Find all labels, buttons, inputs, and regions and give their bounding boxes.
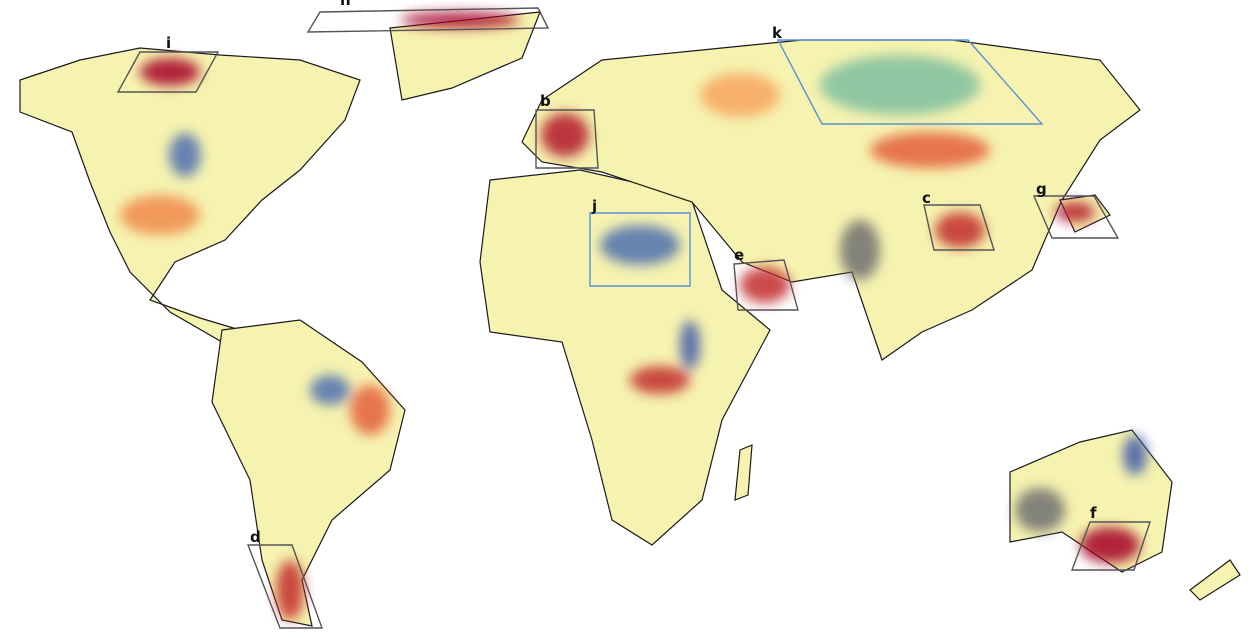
- patch: [600, 225, 680, 265]
- eurasia: [521, 39, 1141, 361]
- patch: [630, 366, 690, 394]
- patch: [700, 73, 780, 117]
- patch: [1080, 527, 1140, 563]
- region-label: c: [922, 189, 931, 207]
- north-america: [19, 47, 361, 343]
- region-label: k: [772, 24, 783, 42]
- patch: [740, 267, 790, 303]
- patch: [1015, 488, 1065, 532]
- patch: [120, 195, 200, 235]
- box-c: [923, 204, 995, 251]
- new-zealand: [1189, 559, 1241, 601]
- region-label: b: [540, 92, 551, 110]
- box-h: [306, 7, 550, 33]
- region-label: i: [166, 34, 171, 52]
- patch: [169, 133, 201, 177]
- patch: [820, 55, 980, 115]
- patch: [310, 375, 350, 405]
- box-b: [535, 109, 599, 169]
- patch: [541, 113, 589, 157]
- land-masses: [19, 11, 1241, 627]
- africa: [479, 169, 771, 546]
- south-america: [211, 319, 406, 627]
- box-f: [1070, 521, 1151, 571]
- box-g: [1032, 195, 1120, 239]
- box-e: [733, 259, 799, 311]
- region-boxes: [116, 7, 1151, 629]
- region-label: e: [734, 246, 744, 264]
- madagascar: [734, 444, 753, 501]
- greenland: [389, 11, 541, 101]
- region-label: f: [1090, 504, 1097, 522]
- patch: [140, 58, 200, 86]
- patch: [1123, 435, 1147, 475]
- region-label: g: [1036, 180, 1047, 198]
- region-label: h: [340, 0, 351, 9]
- patch: [680, 320, 700, 370]
- patch: [276, 560, 304, 620]
- patch: [350, 385, 390, 435]
- box-d: [246, 544, 323, 629]
- box-j: [589, 212, 691, 287]
- region-label: d: [250, 528, 261, 546]
- box-i: [116, 51, 220, 93]
- box-k: [776, 39, 1044, 125]
- patch: [935, 212, 985, 248]
- anomaly-patches: [120, 12, 1147, 620]
- patch: [840, 220, 880, 280]
- region-label: j: [591, 197, 597, 215]
- patch: [1055, 202, 1095, 222]
- patch: [400, 12, 520, 28]
- region-labels: h i b k c g j e f d: [166, 0, 1097, 546]
- patch: [870, 132, 990, 168]
